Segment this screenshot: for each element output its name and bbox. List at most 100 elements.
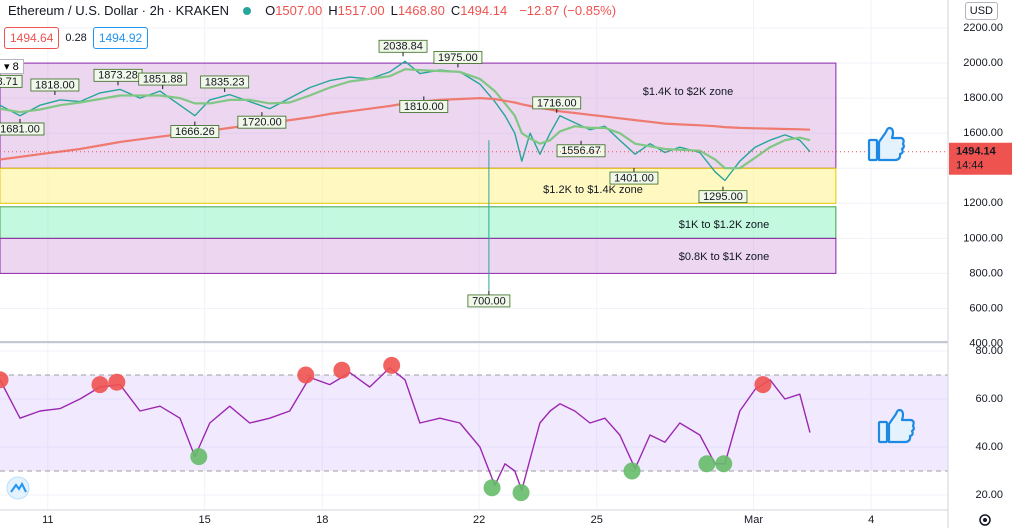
annotation-label: 2038.84	[383, 41, 423, 53]
annotation-box	[467, 294, 511, 308]
signal-marker	[715, 455, 733, 473]
y-tick-label: 60.00	[975, 393, 1003, 405]
annotation-box	[0, 74, 23, 88]
annotation-box	[0, 122, 45, 136]
symbol-title: Ethereum / U.S. Dollar · 2h · KRAKEN	[8, 3, 230, 18]
signal-marker	[108, 373, 126, 391]
bid-price[interactable]: 1494.64	[4, 27, 60, 49]
axis-unit[interactable]: USD	[964, 2, 998, 20]
zone-label: $1.2K to $1.4K zone	[543, 184, 643, 196]
rsi-band	[0, 375, 948, 471]
annotation-box	[433, 51, 483, 64]
annotation-label: 700.00	[472, 295, 506, 307]
ohlc-key: H	[328, 3, 338, 18]
ohlc-value: 1517.00	[337, 3, 385, 18]
signal-marker	[333, 361, 351, 379]
x-tick-label: 25	[591, 514, 603, 526]
y-tick-label: 800.00	[969, 267, 1003, 279]
annotation-box	[237, 115, 287, 129]
annotation-box	[532, 96, 582, 110]
x-tick-label: 15	[199, 514, 211, 526]
signal-marker	[91, 376, 109, 394]
annotation-label: 1556.67	[561, 145, 601, 157]
y-tick-label: 1000.00	[963, 232, 1003, 244]
y-tick-label: 80.00	[975, 345, 1003, 357]
series-line	[0, 367, 811, 491]
signal-marker	[190, 448, 208, 466]
annotation-box	[378, 39, 428, 53]
annotation-label: 1838.71	[0, 76, 18, 88]
x-tick-label: 18	[316, 514, 328, 526]
annotation-box	[170, 125, 220, 138]
y-tick-label: 1800.00	[963, 92, 1003, 104]
signal-marker	[512, 484, 530, 502]
signal-marker	[698, 455, 716, 473]
signal-marker	[623, 462, 641, 480]
zone	[0, 206, 837, 239]
signal-marker	[297, 366, 315, 384]
status-dot	[243, 6, 252, 15]
annotation-label: 1851.88	[143, 73, 183, 85]
y-tick-label: 20.00	[975, 489, 1003, 501]
signal-marker	[754, 376, 772, 394]
annotation-label: 1716.00	[537, 97, 577, 109]
zone-label: $1K to $1.2K zone	[679, 219, 770, 231]
indicator-count: 8	[12, 61, 19, 73]
ohlc-key: O	[265, 3, 276, 18]
y-tick-label: 2200.00	[963, 22, 1003, 34]
x-tick-label: 22	[473, 514, 485, 526]
annotation-box	[556, 144, 606, 158]
last-price-label: 1494.14	[956, 146, 997, 158]
settings-icon[interactable]	[979, 514, 991, 526]
thumbs-up-icon	[877, 408, 915, 444]
y-tick-label: 600.00	[969, 302, 1003, 314]
y-tick-label: 400.00	[969, 337, 1003, 349]
zone-label: $1.4K to $2K zone	[643, 86, 734, 98]
zone	[0, 167, 837, 204]
signal-marker	[483, 479, 501, 497]
annotation-box	[30, 78, 80, 92]
annotation-box	[609, 171, 659, 185]
annotation-label: 1818.00	[35, 79, 75, 91]
change: −12.87 (−0.85%)	[519, 3, 617, 18]
series-line	[0, 97, 811, 161]
annotation-label: 1720.00	[242, 117, 282, 129]
annotation-label: 1873.28	[98, 70, 138, 82]
annotation-box	[200, 75, 250, 89]
ohlc-value: 1468.80	[397, 3, 445, 18]
ohlc-value: 1507.00	[275, 3, 323, 18]
annotation-box	[138, 72, 188, 86]
annotation-label: 1401.00	[614, 172, 654, 184]
logo[interactable]	[6, 476, 30, 500]
ask-price[interactable]: 1494.92	[92, 27, 149, 49]
axes: 400.00600.00800.001000.001200.001400.001…	[42, 22, 1012, 526]
zone-label: $0.8K to $1K zone	[679, 251, 770, 263]
header: Ethereum / U.S. Dollar · 2h · KRAKEN O15…	[8, 3, 616, 18]
thumbs-up-icon	[867, 126, 905, 162]
ohlc: O1507.00 H1517.00 L1468.80 C1494.14	[265, 3, 513, 18]
indicator-toggle[interactable]: ▾ 8	[0, 59, 24, 74]
y-tick-label: 40.00	[975, 441, 1003, 453]
y-tick-label: 1600.00	[963, 127, 1003, 139]
annotation-box	[399, 99, 449, 113]
y-tick-label: 2000.00	[963, 57, 1003, 69]
annotation-label: 1681.00	[0, 123, 40, 135]
signal-marker	[383, 356, 401, 374]
plot-area: $1.4K to $2K zone $1.2K to $1.4K zone $1K …	[0, 39, 948, 502]
annotation-label: 1295.00	[703, 191, 743, 203]
ohlc-key: C	[450, 3, 461, 18]
zone	[0, 237, 837, 274]
annotation-label: 1810.00	[404, 101, 444, 113]
last-price-time: 14:44	[956, 160, 984, 172]
signal-marker	[0, 371, 9, 389]
last-price-tag	[949, 142, 1012, 175]
series-line	[0, 68, 811, 170]
annotation-label: 1666.26	[175, 126, 215, 138]
y-tick-label: 1200.00	[963, 197, 1003, 209]
ohlc-value: 1494.14	[460, 3, 508, 18]
quote: 1494.64 0.28 1494.92	[4, 27, 149, 49]
spread: 0.28	[65, 32, 87, 44]
x-tick-label: 11	[42, 514, 53, 526]
